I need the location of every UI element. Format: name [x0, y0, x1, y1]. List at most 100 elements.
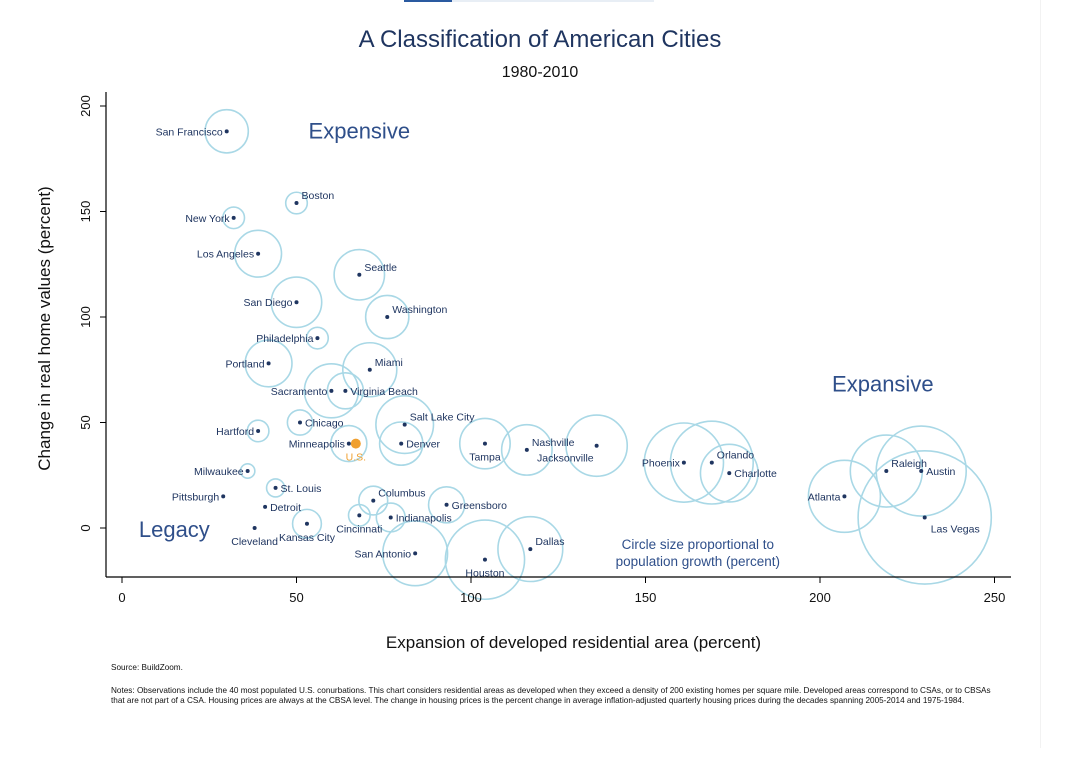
y-tick-label: 100 [78, 306, 93, 328]
annotations: Expensive Expansive Legacy Circle size prop… [139, 118, 934, 569]
point-virginia-beach [343, 388, 348, 393]
point-orlando [709, 460, 714, 465]
label-sacramento: Sacramento [271, 386, 328, 398]
point-san-diego [294, 300, 299, 305]
chart-frame [1040, 0, 1041, 748]
label-portland: Portland [225, 358, 264, 370]
size-note-line-2: population growth (percent) [616, 554, 780, 569]
label-seattle: Seattle [364, 262, 397, 274]
y-tick-label: 200 [78, 95, 93, 117]
growth-circle-new-york [222, 206, 246, 230]
point-washington [385, 315, 390, 319]
point-st-louis [273, 485, 278, 490]
growth-circle-hartford [246, 419, 270, 443]
point-portland [266, 361, 271, 366]
y-axis-label: Change in real home values (percent) [35, 186, 54, 470]
y-tick-label: 0 [78, 524, 93, 531]
point-atlanta [842, 494, 847, 499]
growth-circle-salt-lake-city [375, 395, 435, 455]
label-san-antonio: San Antonio [355, 548, 412, 560]
growth-circle-cincinnati [347, 503, 371, 527]
region-label-expansive: Expansive [832, 372, 934, 397]
point-salt-lake-city [402, 422, 407, 427]
growth-circle-charlotte [699, 443, 759, 503]
point-raleigh [884, 469, 889, 474]
point-phoenix [681, 460, 686, 465]
label-jacksonville: Jacksonville [537, 453, 594, 465]
growth-circle-milwaukee [239, 463, 256, 480]
label-greensboro: Greensboro [452, 500, 508, 512]
label-virginia-beach: Virginia Beach [350, 386, 418, 398]
point-indianapolis [388, 515, 393, 520]
city-points [221, 129, 927, 562]
growth-circle-los-angeles [233, 229, 283, 278]
label-chicago: Chicago [305, 418, 344, 430]
chart-title: A Classification of American Cities [358, 26, 722, 53]
point-boston [294, 201, 299, 206]
point-detroit [263, 504, 268, 509]
point-charlotte [727, 471, 732, 476]
label-nashville: Nashville [532, 437, 575, 449]
point-miami [367, 367, 372, 372]
point-jacksonville [594, 443, 599, 448]
label-pittsburgh: Pittsburgh [172, 491, 219, 503]
growth-circles [204, 108, 993, 601]
point-sacramento [329, 388, 334, 393]
label-cleveland: Cleveland [231, 536, 278, 548]
point-denver [399, 441, 404, 446]
x-tick-label: 50 [289, 590, 303, 605]
growth-circle-chicago [286, 409, 314, 436]
growth-circle-seattle [333, 248, 386, 301]
label-cincinnati: Cincinnati [336, 523, 382, 535]
growth-circle-san-diego [270, 276, 323, 329]
label-new-york: New York [185, 213, 230, 225]
label-houston: Houston [465, 568, 504, 580]
point-hartford [256, 428, 261, 433]
growth-circle-phoenix [643, 422, 725, 503]
region-label-legacy: Legacy [139, 517, 210, 542]
point-nashville [524, 447, 529, 452]
point-las-vegas [922, 515, 927, 520]
label-milwaukee: Milwaukee [194, 466, 244, 478]
label-washington: Washington [392, 304, 447, 316]
growth-circle-denver [378, 421, 424, 467]
point-tampa [482, 441, 487, 446]
label-austin: Austin [926, 466, 955, 478]
label-raleigh: Raleigh [891, 458, 927, 470]
chart-subtitle: 1980-2010 [501, 64, 579, 81]
label-st-louis: St. Louis [281, 483, 322, 495]
label-hartford: Hartford [216, 426, 254, 438]
label-detroit: Detroit [270, 502, 301, 514]
label-san-francisco: San Francisco [156, 126, 223, 138]
growth-circle-columbus [358, 485, 389, 516]
label-kansas-city: Kansas City [279, 532, 336, 544]
growth-circle-minneapolis [330, 424, 368, 463]
growth-circle-greensboro [427, 485, 466, 524]
growth-circle-kansas-city [291, 508, 323, 539]
point-dallas [528, 547, 533, 552]
growth-circle-st-louis [265, 478, 286, 498]
x-tick-label: 150 [635, 590, 657, 605]
growth-circle-san-francisco [204, 108, 250, 154]
point-cincinnati [357, 513, 362, 518]
growth-circle-san-antonio [381, 520, 449, 587]
y-tick-label: 150 [78, 201, 93, 223]
point-san-antonio [413, 551, 418, 556]
growth-circle-orlando [669, 420, 755, 505]
axes: 0 50 100 150 200 250 0 50 100 150 200 Expansion of … [35, 92, 1011, 652]
label-los-angeles: Los Angeles [197, 249, 254, 261]
label-las-vegas: Las Vegas [931, 523, 980, 535]
point-chicago [297, 420, 302, 425]
label-phoenix: Phoenix [642, 458, 681, 470]
x-axis-label: Expansion of developed residential area … [386, 633, 761, 652]
point-milwaukee [245, 469, 250, 474]
growth-circle-miami [341, 341, 398, 398]
size-note-line-1: Circle size proportional to [622, 537, 774, 552]
y-tick-label: 50 [78, 415, 93, 429]
label-charlotte: Charlotte [734, 468, 777, 480]
label-salt-lake-city: Salt Lake City [410, 412, 476, 424]
point-columbus [371, 498, 376, 503]
point-los-angeles [256, 251, 261, 256]
x-tick-label: 250 [984, 590, 1006, 605]
